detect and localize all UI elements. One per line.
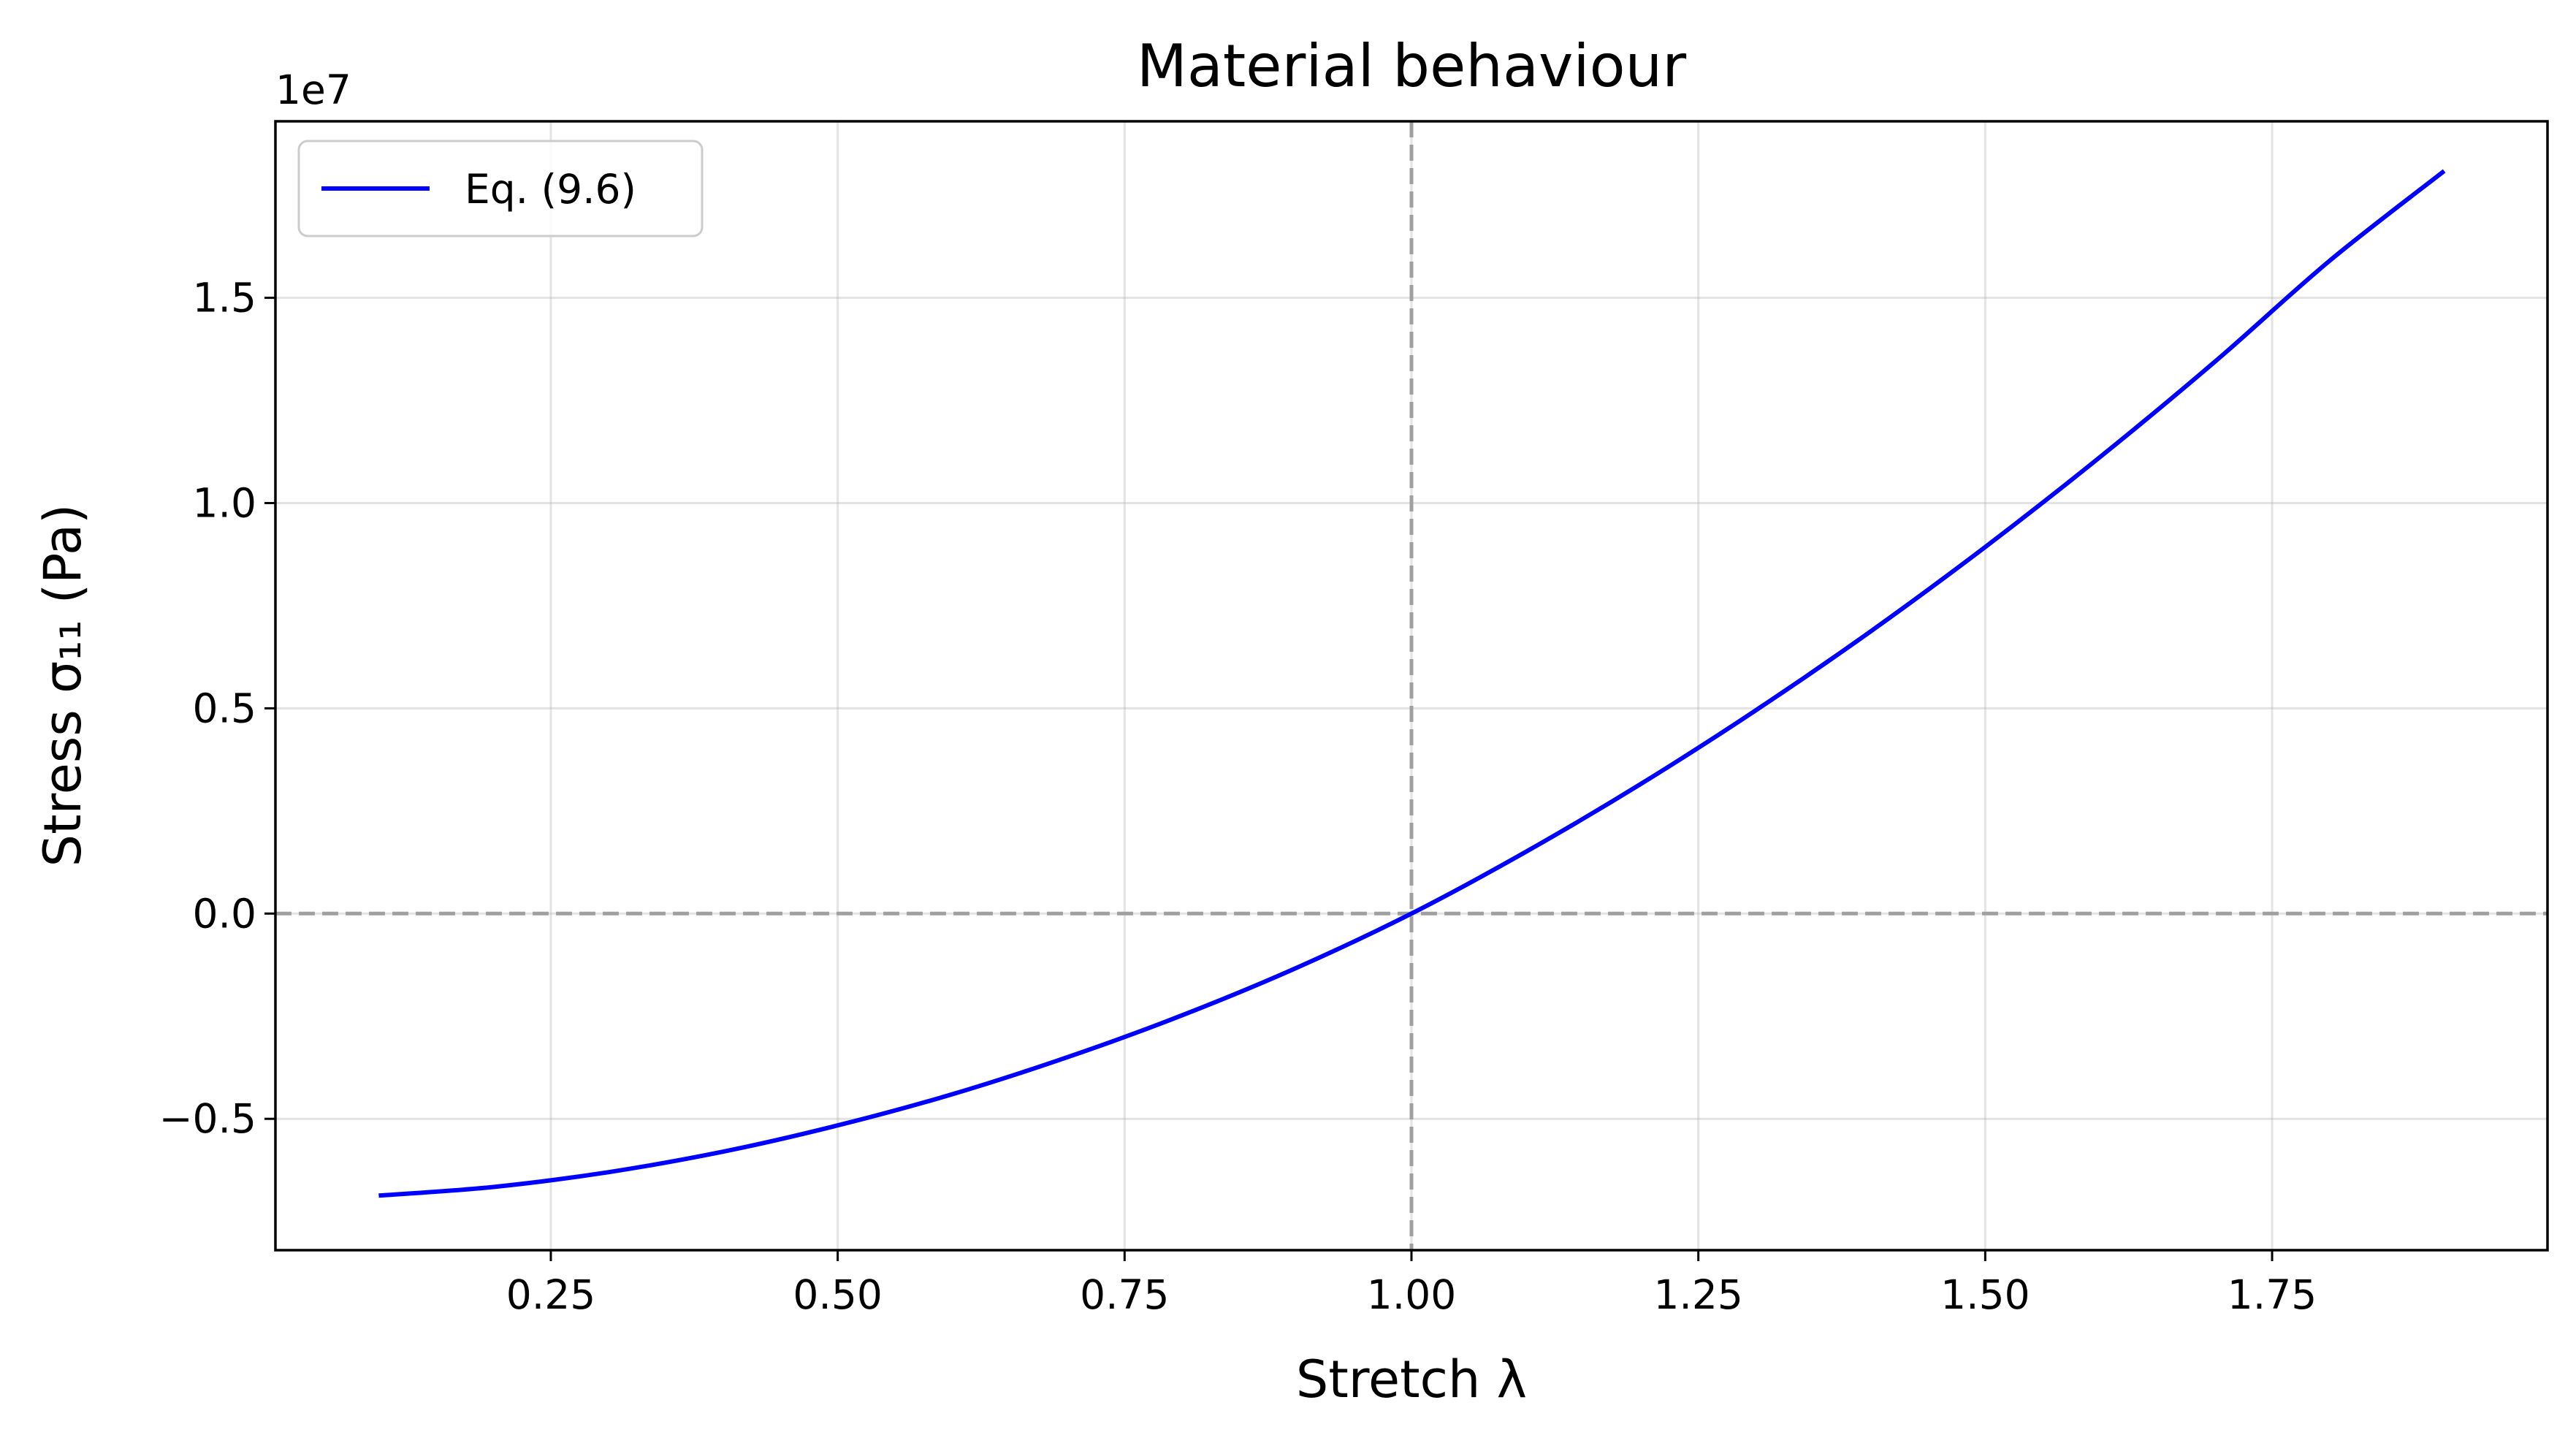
y-axis-label: Stress σ₁₁ (Pa) — [33, 504, 93, 867]
x-tick-label: 1.00 — [1367, 1271, 1456, 1318]
legend-label: Eq. (9.6) — [465, 166, 636, 213]
x-tick-label: 0.25 — [506, 1271, 595, 1318]
y-tick-label: −0.5 — [159, 1095, 256, 1142]
y-tick-label: 0.0 — [193, 890, 256, 937]
x-tick-label: 0.75 — [1080, 1271, 1169, 1318]
series-line-0 — [378, 169, 2446, 1198]
y-tick-label: 0.5 — [193, 685, 256, 731]
series-group — [378, 169, 2446, 1198]
x-tick-label: 1.50 — [1940, 1271, 2030, 1318]
y-offset-label: 1e7 — [275, 66, 351, 113]
y-tick-label: 1.5 — [193, 275, 256, 321]
x-tick-label: 0.50 — [793, 1271, 882, 1318]
y-tick-label: 1.0 — [193, 479, 256, 526]
legend-box — [297, 140, 704, 237]
x-axis-label: Stretch λ — [1296, 1350, 1527, 1409]
x-tick-label: 1.25 — [1653, 1271, 1742, 1318]
x-axis: 0.25 0.50 0.75 1.00 1.25 1.50 1.75 — [506, 1250, 2317, 1318]
y-axis: −0.5 0.0 0.5 1.0 1.5 — [159, 275, 275, 1142]
legend: Eq. (9.6) — [297, 140, 704, 237]
x-tick-label: 1.75 — [2228, 1271, 2317, 1318]
chart-title: Material behaviour — [1137, 32, 1686, 100]
